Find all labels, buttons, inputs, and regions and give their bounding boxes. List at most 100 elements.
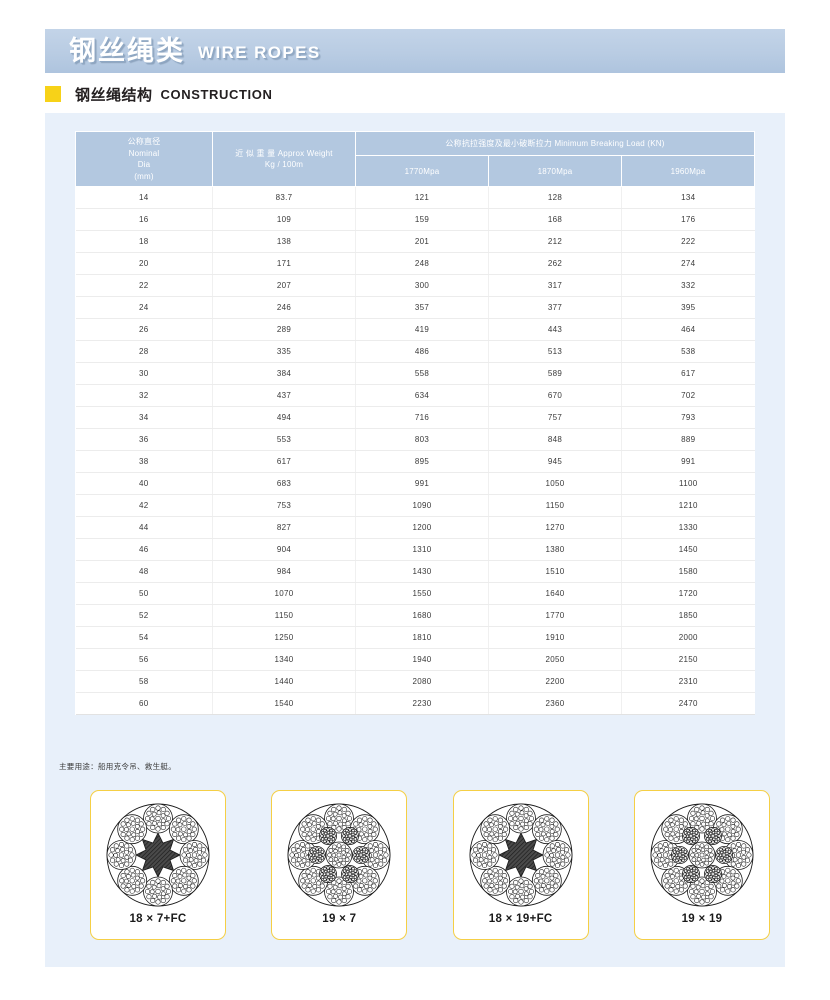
header-strength-1960: 1960Mpa bbox=[621, 155, 755, 188]
table-cell: 128 bbox=[488, 186, 622, 210]
table-row: 50 1070 1550 1640 1720 bbox=[75, 582, 755, 606]
header-approx-weight-line-2: Kg / 100m bbox=[264, 160, 304, 170]
table-cell: 1100 bbox=[621, 472, 755, 496]
construction-card: 18 × 19+FC bbox=[452, 790, 589, 940]
bullet-square-icon bbox=[45, 86, 61, 102]
construction-card: 18 × 7+FC bbox=[90, 790, 226, 940]
table-cell: 58 bbox=[75, 670, 213, 694]
section-subheading: 钢丝绳结构 CONSTRUCTION bbox=[45, 84, 272, 104]
table-cell: 46 bbox=[75, 538, 213, 562]
table-cell: 26 bbox=[75, 318, 213, 342]
table-row: 30 384 558 589 617 bbox=[75, 362, 755, 386]
table-cell: 1200 bbox=[355, 516, 489, 540]
table-cell: 803 bbox=[355, 428, 489, 452]
table-cell: 201 bbox=[355, 230, 489, 254]
table-cell: 683 bbox=[212, 472, 356, 496]
header-nominal-dia-line-1: 公称直径 bbox=[127, 137, 161, 146]
rope-cross-section-icon bbox=[285, 801, 393, 909]
table-cell: 159 bbox=[355, 208, 489, 232]
table-cell: 48 bbox=[75, 560, 213, 584]
banner-title-en: WIRE ROPES bbox=[198, 43, 321, 62]
table-row: 46 904 1310 1380 1450 bbox=[75, 538, 755, 562]
subheading-title-cn: 钢丝绳结构 bbox=[75, 85, 153, 104]
table-cell: 558 bbox=[355, 362, 489, 386]
table-row: 18 138 201 212 222 bbox=[75, 230, 755, 254]
table-cell: 889 bbox=[621, 428, 755, 452]
table-row: 54 1250 1810 1910 2000 bbox=[75, 626, 755, 650]
table-cell: 60 bbox=[75, 692, 213, 716]
rope-cross-section-icon bbox=[648, 801, 756, 909]
table-cell: 1940 bbox=[355, 648, 489, 672]
table-cell: 34 bbox=[75, 406, 213, 430]
table-cell: 1770 bbox=[488, 604, 622, 628]
wire-rope-spec-table: 公称直径 Nominal Dia (mm) 近 似 重 量 Approx Wei… bbox=[75, 130, 755, 716]
table-body: 14 83.7 121 128 134 16 109 159 168 176 18 138 201 212… bbox=[75, 186, 755, 716]
table-cell: 18 bbox=[75, 230, 213, 254]
table-cell: 1910 bbox=[488, 626, 622, 650]
table-row: 56 1340 1940 2050 2150 bbox=[75, 648, 755, 672]
banner-title-cn: 钢丝绳类 bbox=[69, 35, 185, 67]
table-cell: 40 bbox=[75, 472, 213, 496]
table-row: 58 1440 2080 2200 2310 bbox=[75, 670, 755, 694]
table-row: 22 207 300 317 332 bbox=[75, 274, 755, 298]
page-banner: 钢丝绳类 WIRE ROPES bbox=[45, 29, 785, 73]
table-cell: 419 bbox=[355, 318, 489, 342]
table-cell: 2230 bbox=[355, 692, 489, 716]
table-cell: 50 bbox=[75, 582, 213, 606]
table-cell: 634 bbox=[355, 384, 489, 408]
table-cell: 716 bbox=[355, 406, 489, 430]
table-header-row-1: 公称直径 Nominal Dia (mm) 近 似 重 量 Approx Wei… bbox=[75, 130, 755, 188]
table-cell: 1640 bbox=[488, 582, 622, 606]
table-cell: 1680 bbox=[355, 604, 489, 628]
table-cell: 1150 bbox=[488, 494, 622, 518]
spec-table-container: 公称直径 Nominal Dia (mm) 近 似 重 量 Approx Wei… bbox=[75, 130, 755, 716]
table-cell: 1540 bbox=[212, 692, 356, 716]
table-cell: 1550 bbox=[355, 582, 489, 606]
header-nominal-dia-line-2: Nominal bbox=[128, 148, 160, 158]
table-cell: 52 bbox=[75, 604, 213, 628]
table-cell: 207 bbox=[212, 274, 356, 298]
table-cell: 895 bbox=[355, 450, 489, 474]
table-cell: 171 bbox=[212, 252, 356, 276]
table-cell: 1450 bbox=[621, 538, 755, 562]
table-cell: 793 bbox=[621, 406, 755, 430]
table-row: 44 827 1200 1270 1330 bbox=[75, 516, 755, 540]
table-cell: 757 bbox=[488, 406, 622, 430]
table-cell: 1070 bbox=[212, 582, 356, 606]
header-strength-1770: 1770Mpa bbox=[355, 155, 489, 188]
table-cell: 212 bbox=[488, 230, 622, 254]
table-cell: 1250 bbox=[212, 626, 356, 650]
construction-label: 19 × 7 bbox=[322, 913, 357, 925]
subheading-title-en: CONSTRUCTION bbox=[160, 86, 273, 102]
table-cell: 109 bbox=[212, 208, 356, 232]
table-cell: 702 bbox=[621, 384, 755, 408]
table-cell: 443 bbox=[488, 318, 622, 342]
table-cell: 2200 bbox=[488, 670, 622, 694]
table-head: 公称直径 Nominal Dia (mm) 近 似 重 量 Approx Wei… bbox=[75, 130, 755, 188]
table-row: 60 1540 2230 2360 2470 bbox=[75, 692, 755, 716]
table-cell: 945 bbox=[488, 450, 622, 474]
table-cell: 1340 bbox=[212, 648, 356, 672]
table-cell: 2080 bbox=[355, 670, 489, 694]
table-cell: 984 bbox=[212, 560, 356, 584]
table-cell: 1440 bbox=[212, 670, 356, 694]
table-cell: 553 bbox=[212, 428, 356, 452]
header-nominal-dia: 公称直径 Nominal Dia (mm) bbox=[75, 130, 213, 188]
table-cell: 274 bbox=[621, 252, 755, 276]
rope-cross-section-svg bbox=[469, 803, 573, 907]
table-cell: 1090 bbox=[355, 494, 489, 518]
table-cell: 28 bbox=[75, 340, 213, 364]
table-cell: 16 bbox=[75, 208, 213, 232]
table-row: 48 984 1430 1510 1580 bbox=[75, 560, 755, 584]
table-row: 24 246 357 377 395 bbox=[75, 296, 755, 320]
table-cell: 54 bbox=[75, 626, 213, 650]
table-cell: 2310 bbox=[621, 670, 755, 694]
table-cell: 1810 bbox=[355, 626, 489, 650]
table-cell: 2150 bbox=[621, 648, 755, 672]
rope-cross-section-svg bbox=[650, 803, 754, 907]
construction-label: 18 × 7+FC bbox=[129, 913, 187, 925]
table-row: 20 171 248 262 274 bbox=[75, 252, 755, 276]
table-cell: 56 bbox=[75, 648, 213, 672]
table-cell: 670 bbox=[488, 384, 622, 408]
table-row: 34 494 716 757 793 bbox=[75, 406, 755, 430]
